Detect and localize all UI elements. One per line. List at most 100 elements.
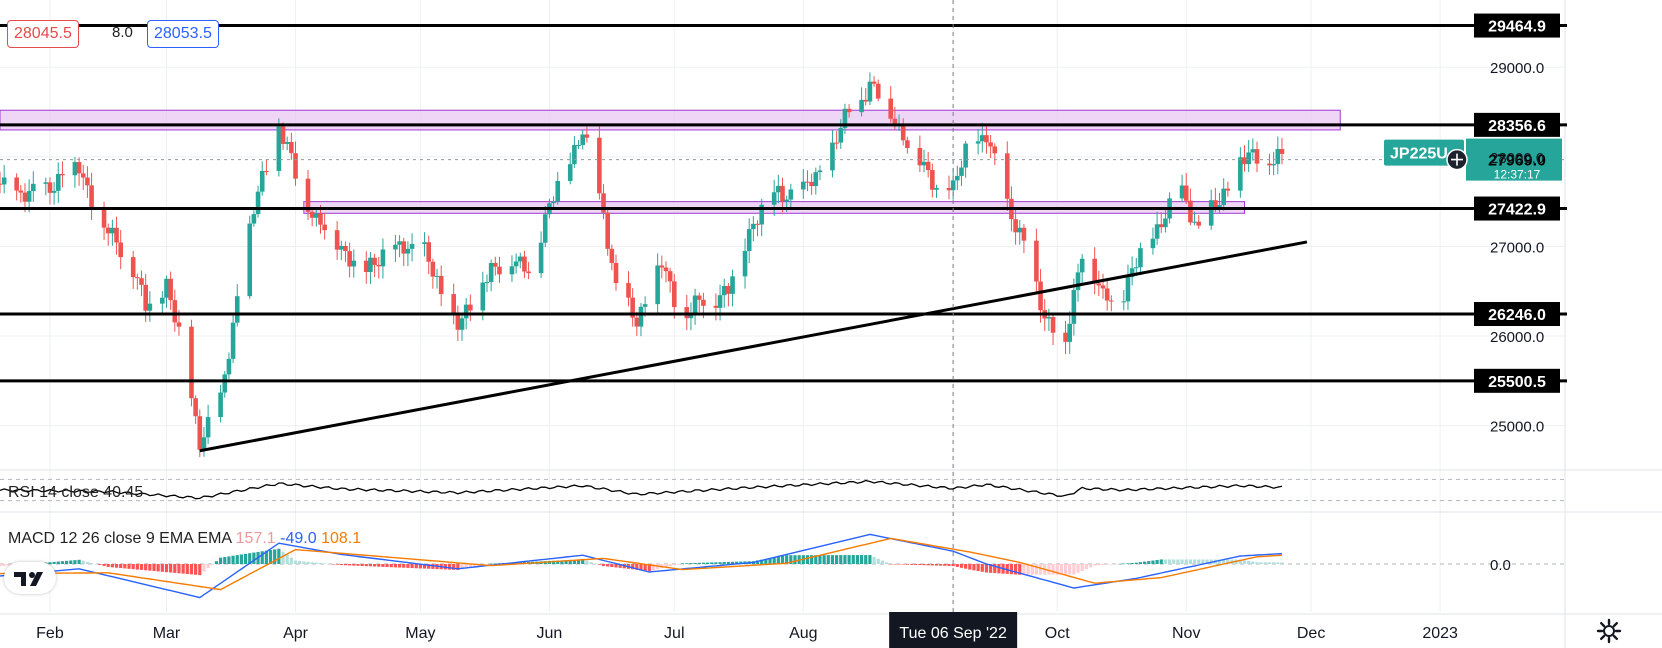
candle-body <box>1158 224 1164 228</box>
macd-histogram-bar <box>926 564 930 566</box>
candle-body <box>917 147 923 166</box>
macd-histogram-bar <box>56 561 60 564</box>
time-label: Aug <box>789 625 817 642</box>
macd-histogram-bar <box>139 564 144 570</box>
candle-body <box>201 437 207 450</box>
candle-body <box>293 153 298 179</box>
macd-histogram-bar <box>651 564 656 571</box>
time-label: Jun <box>537 625 563 642</box>
macd-histogram-bar <box>373 564 377 567</box>
macd-histogram-bar <box>289 557 293 564</box>
candle-body <box>921 161 927 166</box>
macd-histogram-bar <box>1072 564 1076 575</box>
macd-legend[interactable]: MACD 12 26 close 9 EMA EMA 157.1 -49.0 1… <box>8 530 361 548</box>
macd-histogram-bar <box>843 555 847 564</box>
candle-body <box>22 192 28 202</box>
bid-price-box[interactable]: 28045.5 <box>7 20 79 48</box>
candle-body <box>955 175 960 181</box>
horizontal-levels[interactable] <box>0 24 1567 383</box>
macd-histogram-bar <box>780 555 785 564</box>
macd-histogram-bar <box>69 560 73 564</box>
macd-histogram-bar <box>968 564 972 570</box>
macd-histogram-bar <box>918 564 922 566</box>
macd-title: MACD 12 26 close 9 EMA EMA <box>8 530 232 547</box>
candle-body <box>234 296 240 323</box>
macd-histogram-bar <box>472 564 477 567</box>
macd-histogram-bar <box>647 564 651 572</box>
candle-body <box>1046 317 1052 319</box>
candle-body <box>1225 188 1231 191</box>
macd-histogram-bar <box>872 556 876 564</box>
macd-histogram-bar <box>955 564 959 567</box>
macd-histogram-bar <box>98 564 102 565</box>
candle-body <box>992 146 998 154</box>
candle-body <box>634 317 640 327</box>
last-price-label: 27969.0 <box>1488 153 1546 170</box>
candle-body <box>613 262 619 284</box>
price-tick-label: 29000.0 <box>1490 60 1544 77</box>
macd-histogram-bar <box>914 564 918 565</box>
macd-histogram-bar <box>897 564 901 565</box>
tradingview-logo-icon[interactable] <box>4 562 56 594</box>
macd-histogram-bar <box>664 564 668 568</box>
macd-histogram-bar <box>52 561 56 564</box>
macd-histogram-bar <box>909 564 914 565</box>
candle-body <box>168 278 173 301</box>
candle-body <box>584 134 590 138</box>
rsi-value: 40.45 <box>103 484 144 501</box>
macd-hist-value: 157.1 <box>235 530 276 547</box>
candle-body <box>318 213 323 225</box>
macd-histogram-bar <box>356 564 360 566</box>
price-axis[interactable]: 29464.9 28356.6 27422.9 26246.0 25500.5 27969… <box>1384 13 1562 574</box>
candle-body <box>314 213 319 218</box>
macd-histogram-bar <box>152 564 156 572</box>
macd-histogram-bar <box>393 564 398 568</box>
macd-histogram-bar <box>1013 564 1018 575</box>
candle-body <box>1217 205 1222 208</box>
candles <box>0 72 1285 458</box>
trendline-line[interactable] <box>199 240 1308 453</box>
macd-histogram-bar <box>947 564 951 566</box>
macd-histogram-bar <box>64 560 69 564</box>
macd-histogram-bar <box>568 560 572 564</box>
candle-body <box>597 137 602 194</box>
macd-histogram-bar <box>452 564 456 570</box>
candle-body <box>339 245 344 250</box>
macd-histogram-bar <box>551 560 556 564</box>
trendline[interactable] <box>199 240 1308 453</box>
macd-histogram-bar <box>1130 562 1134 564</box>
time-axis[interactable]: Feb Mar Apr May Jun Jul Aug Tue 06 Sep '22 Oct No… <box>36 612 1458 648</box>
macd-histogram-bar <box>585 560 589 564</box>
macd-histogram-bar <box>460 564 464 570</box>
time-label: Oct <box>1045 625 1070 642</box>
candle-body <box>1075 272 1081 291</box>
candle-body <box>488 262 494 283</box>
macd-histogram-bar <box>793 555 797 564</box>
gear-icon[interactable] <box>1596 618 1622 644</box>
macd-histogram-bar <box>468 564 472 568</box>
symbol-badge[interactable] <box>1384 139 1464 166</box>
macd-histogram-bar <box>730 561 735 564</box>
candle-body <box>197 416 203 450</box>
macd-histogram-bar <box>6 564 10 566</box>
macd-histogram-bar <box>181 564 185 574</box>
macd-histogram-bar <box>198 564 202 576</box>
candle-body <box>255 191 261 215</box>
level-label-box <box>1474 368 1560 393</box>
macd-histogram-bar <box>685 563 689 564</box>
level-label-box <box>1474 302 1560 327</box>
macd-histogram-bar <box>701 562 706 564</box>
ask-price-box[interactable]: 28053.5 <box>147 20 219 48</box>
macd-histogram-bar <box>884 562 889 564</box>
last-price-badge <box>1466 138 1562 181</box>
macd-histogram-bar <box>368 564 373 567</box>
rsi-legend[interactable]: RSI 14 close 40.45 <box>8 484 143 502</box>
macd-histogram-bar <box>431 564 435 569</box>
macd-histogram-bar <box>206 564 210 569</box>
macd-histogram-bar <box>989 564 993 573</box>
candle-body <box>1238 157 1243 191</box>
candle-body <box>1279 148 1285 154</box>
macd-histogram-bar <box>202 564 206 572</box>
candle-body <box>368 257 373 272</box>
